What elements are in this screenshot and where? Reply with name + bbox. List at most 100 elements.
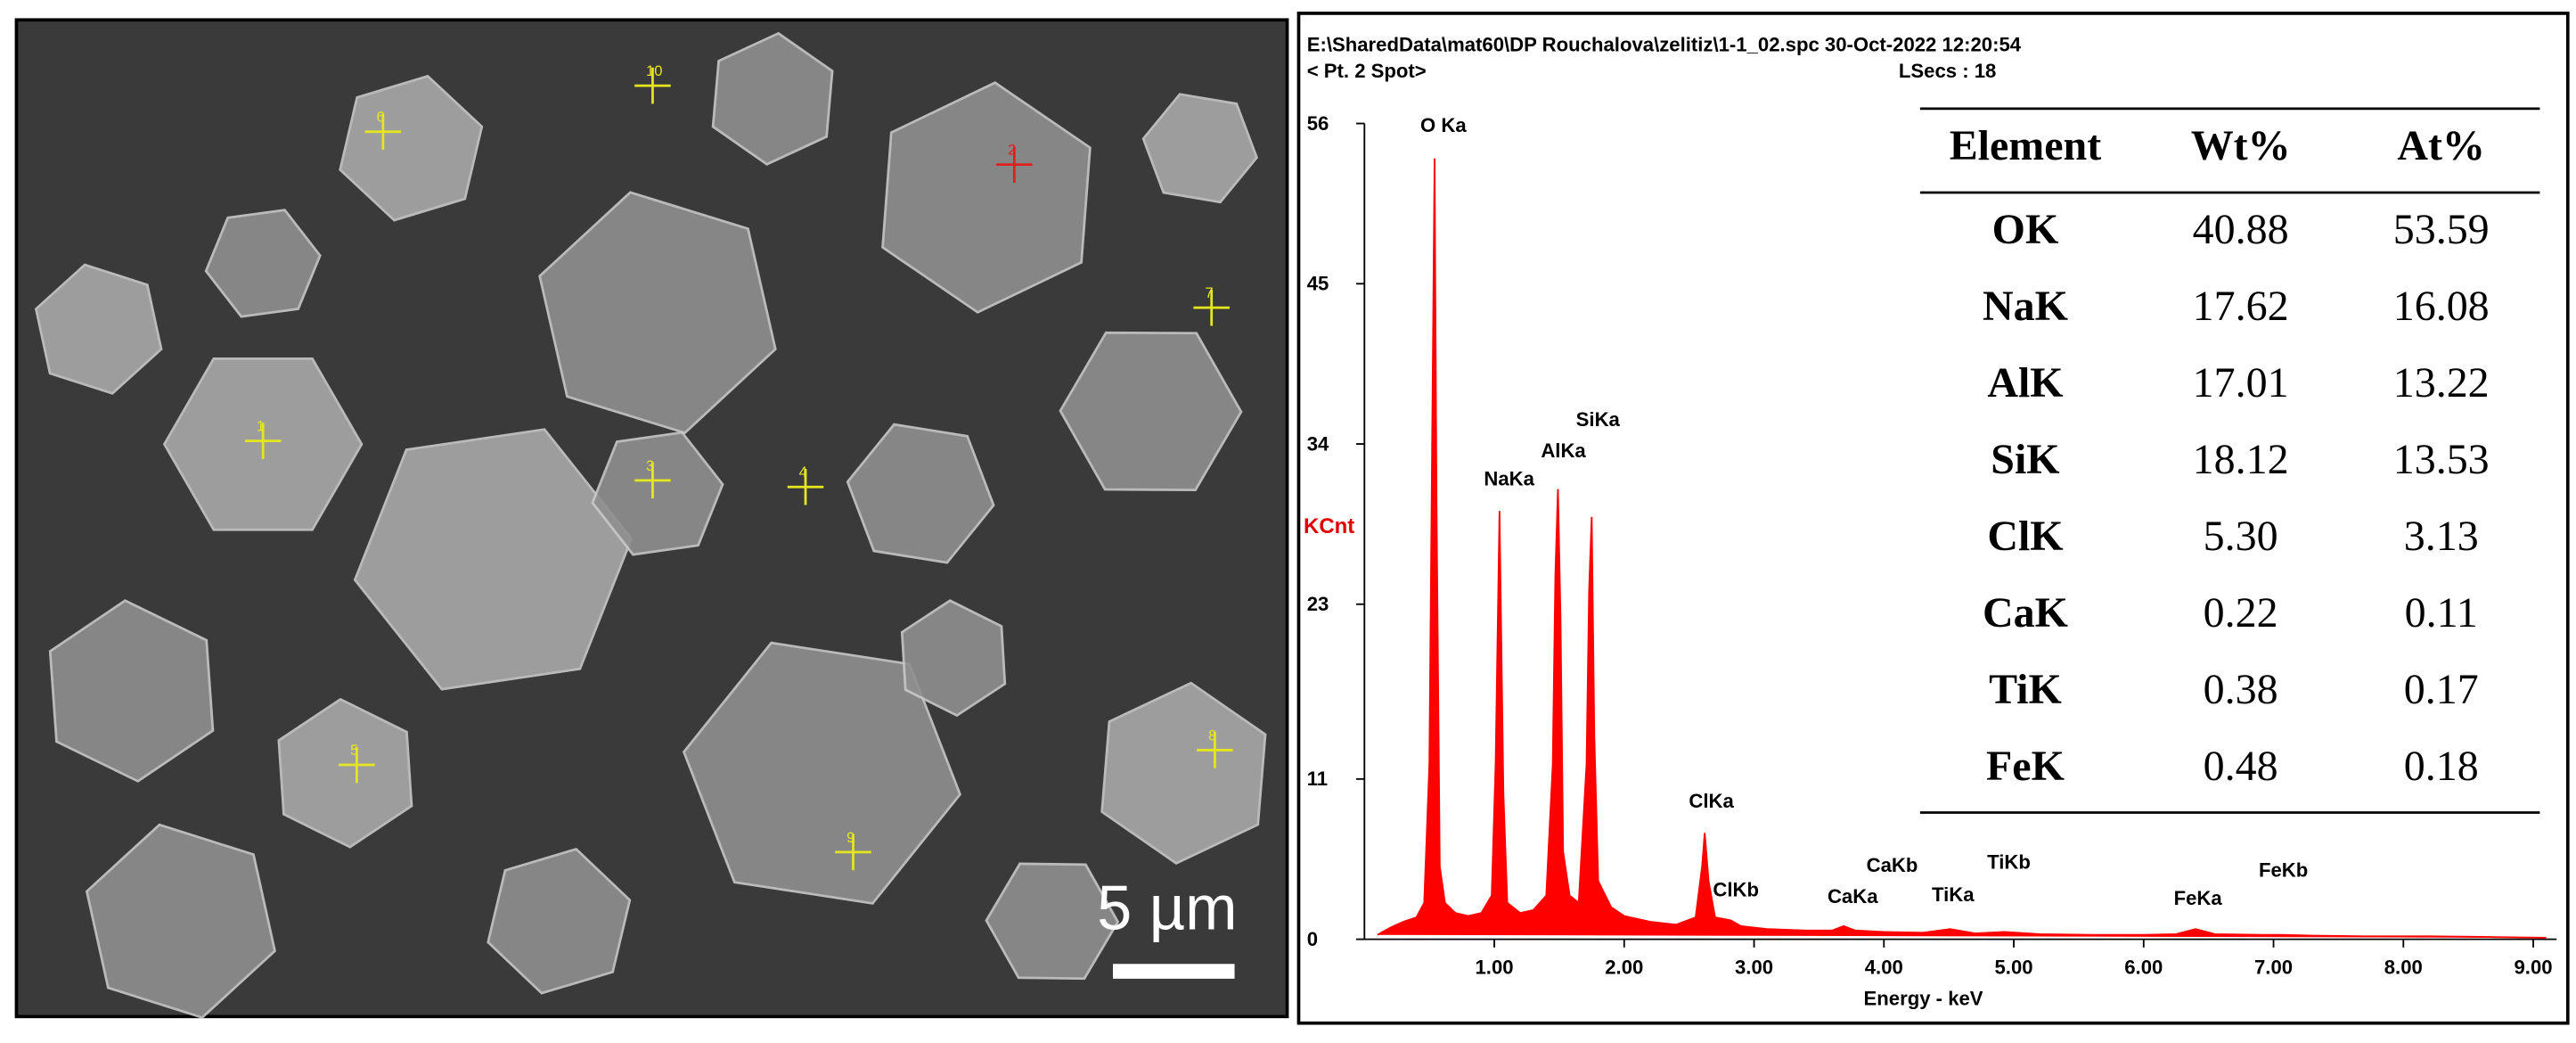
peak-label: SiKa	[1576, 408, 1621, 431]
live-seconds: LSecs : 18	[1899, 60, 1996, 82]
table-cell: 0.18	[2404, 743, 2479, 790]
table-header: At%	[2397, 122, 2485, 169]
x-axis-label: Energy - keV	[1864, 987, 1983, 1009]
table-cell: ClK	[1987, 513, 2063, 560]
peak-label: FeKb	[2259, 859, 2308, 882]
table-cell: TiK	[1989, 666, 2062, 713]
point-label: 4	[799, 464, 807, 480]
table-cell: OK	[1992, 206, 2059, 253]
point-label: 6	[376, 109, 384, 126]
table-cell: 40.88	[2193, 206, 2289, 253]
crystal	[538, 191, 777, 435]
point-label: 5	[350, 742, 358, 759]
crosshair	[634, 67, 671, 104]
peak-label: ClKb	[1713, 879, 1759, 901]
x-tick-label: 3.00	[1735, 956, 1773, 978]
table-cell: 13.53	[2393, 436, 2490, 483]
crosshair	[787, 468, 824, 505]
peak-label: FeKa	[2174, 887, 2223, 909]
crosshair	[1193, 289, 1231, 326]
crystal	[487, 847, 632, 995]
table-header: Wt%	[2191, 122, 2291, 169]
x-tick-label: 5.00	[1995, 956, 2033, 978]
point-label: 10	[646, 62, 662, 79]
crystal	[34, 263, 163, 395]
peak-label: AlKa	[1541, 439, 1586, 462]
y-tick-label: 0	[1307, 928, 1318, 950]
table-cell: 0.38	[2204, 666, 2278, 713]
y-tick-label: 56	[1307, 112, 1329, 135]
crystal	[985, 862, 1120, 981]
crystal	[204, 209, 322, 318]
crosshair	[996, 146, 1033, 183]
crosshair	[634, 462, 671, 499]
x-tick-label: 2.00	[1605, 956, 1643, 978]
x-tick-label: 1.00	[1476, 956, 1514, 978]
peak-label: ClKa	[1689, 790, 1734, 812]
point-label: 2	[1008, 142, 1016, 159]
crosshair	[1197, 732, 1233, 768]
crosshair	[339, 746, 375, 784]
table-cell: 17.01	[2193, 359, 2289, 407]
crystal	[846, 423, 995, 564]
x-tick-label: 8.00	[2384, 956, 2423, 978]
x-tick-label: 9.00	[2515, 956, 2553, 978]
peak-label: O Ka	[1420, 114, 1467, 136]
peak-label: TiKb	[1987, 850, 2031, 873]
point-label: 3	[646, 457, 654, 474]
table-cell: 0.11	[2405, 589, 2478, 636]
y-tick-label: 11	[1307, 768, 1328, 790]
crystal	[1141, 93, 1259, 204]
table-cell: 18.12	[2193, 436, 2289, 483]
point-label: 9	[846, 829, 855, 846]
table-cell: 5.30	[2204, 513, 2278, 560]
scale-bar	[1113, 964, 1235, 979]
table-cell: 3.13	[2404, 513, 2479, 560]
spectrum-panel	[1296, 12, 2570, 1025]
table-cell: CaK	[1983, 589, 2068, 636]
spectrum	[1377, 158, 2547, 939]
table-cell: 0.17	[2404, 666, 2479, 713]
peak-label: CaKb	[1867, 854, 1918, 876]
y-axis-label: KCnt	[1304, 514, 1354, 538]
y-tick-label: 45	[1307, 273, 1329, 295]
table-cell: 16.08	[2393, 283, 2490, 330]
peak-label: TiKa	[1932, 883, 1975, 906]
peak-label: NaKa	[1484, 467, 1534, 489]
crystal	[682, 641, 962, 905]
table-cell: 0.48	[2204, 743, 2278, 790]
crystal	[48, 599, 215, 783]
crystal	[591, 431, 724, 556]
table-cell: 53.59	[2393, 206, 2490, 253]
crystal	[1059, 331, 1243, 491]
point-label: 7	[1205, 284, 1213, 301]
point-label: 8	[1208, 727, 1216, 743]
crosshair	[835, 834, 871, 871]
crosshair	[364, 113, 402, 151]
table-cell: AlK	[1987, 359, 2063, 407]
table-cell: FeK	[1986, 743, 2065, 790]
crystal	[85, 823, 276, 1019]
sem-crystals	[34, 31, 1267, 1019]
y-tick-label: 23	[1307, 593, 1329, 615]
point-info: < Pt. 2 Spot>	[1307, 60, 1427, 82]
scale-bar-label: 5 µm	[1097, 874, 1237, 943]
crystal	[277, 697, 413, 849]
table-cell: SiK	[1991, 436, 2059, 483]
y-tick-label: 34	[1307, 432, 1329, 455]
crystal	[711, 31, 834, 166]
file-info: E:\SharedData\mat60\DP Rouchalova\zeliti…	[1307, 33, 2022, 55]
table-cell: 17.62	[2193, 283, 2289, 330]
x-tick-label: 7.00	[2254, 956, 2293, 978]
x-tick-label: 6.00	[2124, 956, 2163, 978]
crystal	[339, 74, 484, 222]
crystal	[1100, 681, 1267, 865]
peak-label: CaKa	[1828, 885, 1878, 907]
crystal	[900, 599, 1007, 718]
table-header: Element	[1950, 122, 2101, 169]
x-tick-label: 4.00	[1865, 956, 1903, 978]
table-cell: 13.22	[2393, 359, 2490, 407]
crystal	[881, 81, 1092, 314]
